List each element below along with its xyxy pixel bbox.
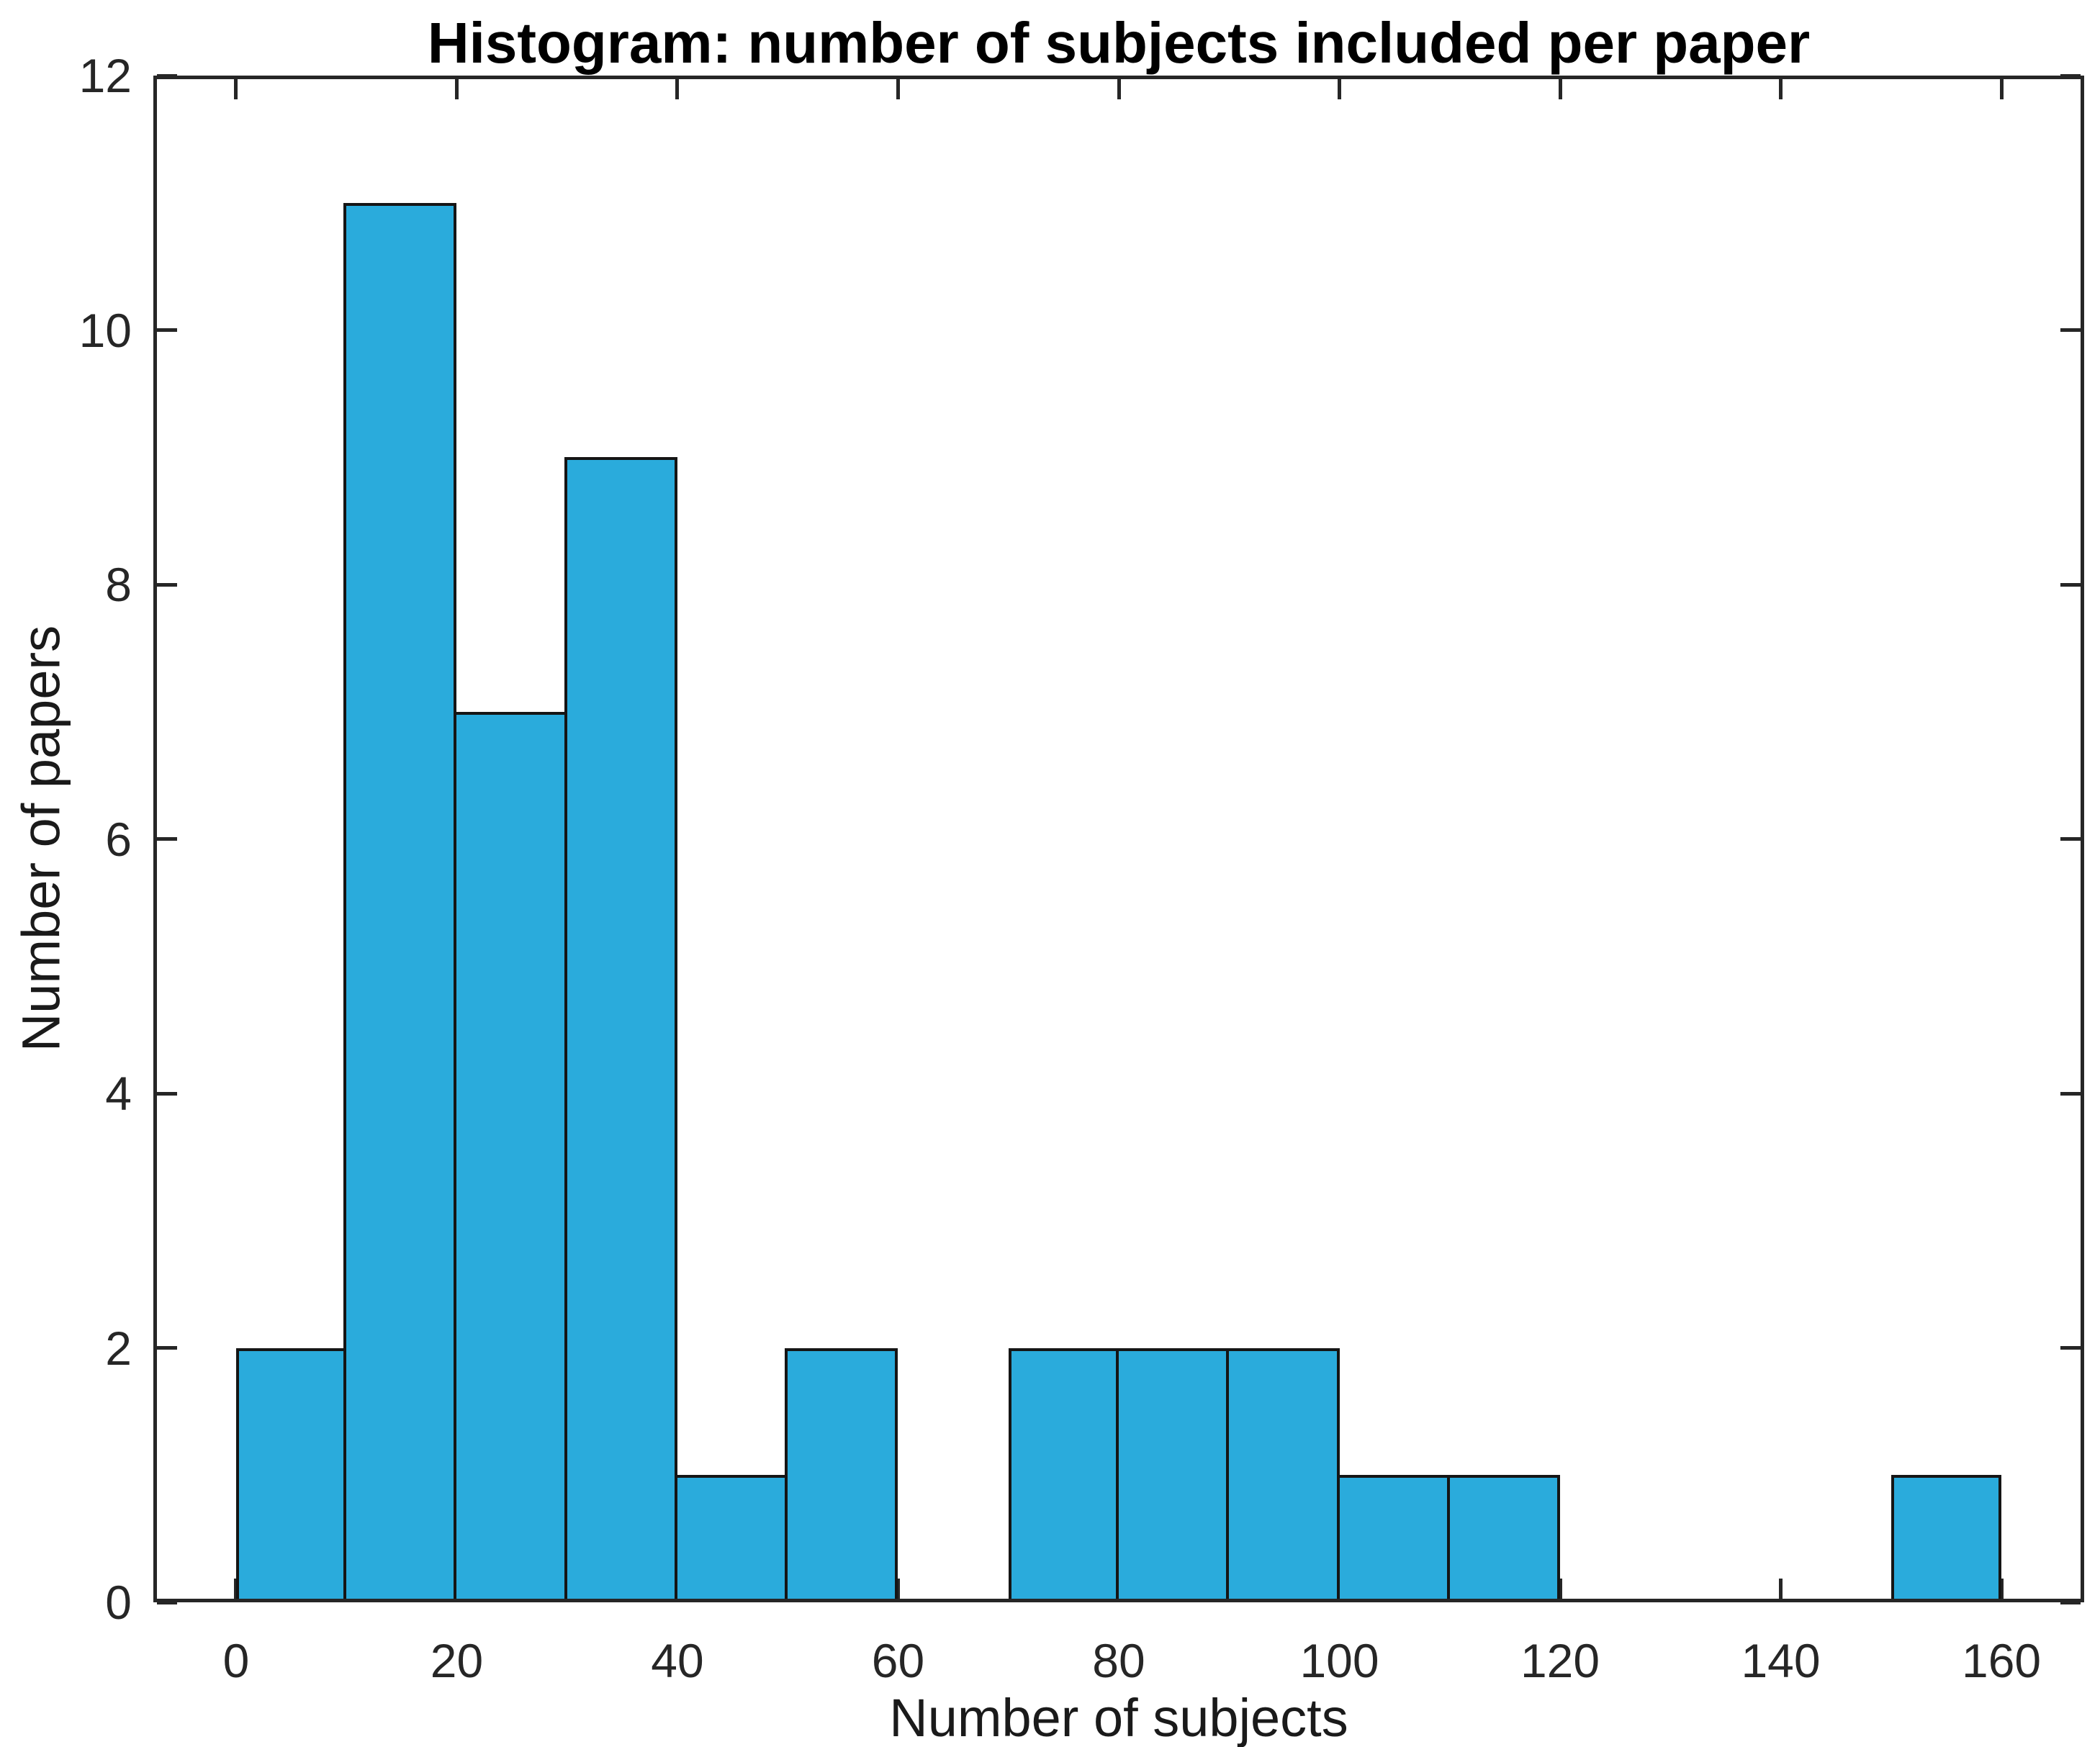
histogram-bar [674,1475,788,1602]
x-tick-label: 140 [1741,1634,1821,1687]
histogram-bar [785,1348,898,1602]
x-tick-label: 0 [222,1634,250,1687]
axis-spine-bottom [153,1599,2084,1602]
axis-spine-right [2081,76,2084,1602]
x-tick-label: 120 [1520,1634,1600,1687]
histogram-bar [1008,1348,1119,1602]
x-tick-mark-top [1779,79,1783,99]
x-tick-mark-top [234,79,238,99]
x-tick-label: 80 [1092,1634,1145,1687]
y-tick-mark-left [157,1346,177,1350]
y-tick-mark-right [2060,837,2081,841]
y-tick-label: 2 [105,1321,132,1375]
histogram-bar [1226,1348,1340,1602]
x-tick-label: 40 [651,1634,704,1687]
y-tick-label: 0 [105,1576,132,1629]
x-tick-mark-top [454,79,459,99]
histogram-bar [235,1348,347,1602]
histogram-bar [564,457,677,1602]
histogram-bar [343,202,457,1602]
x-tick-label: 60 [871,1634,925,1687]
y-tick-label: 12 [78,49,132,102]
histogram-bar [1336,1475,1450,1602]
y-tick-mark-left [157,837,177,841]
x-tick-mark-top [896,79,900,99]
x-tick-mark-bottom [1999,1579,2004,1599]
y-tick-mark-left [157,582,177,587]
histogram-bar [1446,1475,1561,1602]
y-tick-label: 6 [105,812,132,866]
x-tick-mark-top [1117,79,1121,99]
histogram-bar [1891,1475,2002,1602]
x-tick-label: 100 [1299,1634,1379,1687]
y-tick-mark-right [2060,328,2081,332]
x-tick-mark-top [1558,79,1562,99]
x-tick-mark-top [1999,79,2004,99]
x-axis-label: Number of subjects [889,1688,1348,1747]
y-tick-label: 10 [78,303,132,357]
x-tick-label: 20 [430,1634,484,1687]
axis-spine-top [153,76,2084,79]
y-tick-mark-right [2060,1091,2081,1096]
histogram-bar [1116,1348,1230,1602]
y-tick-label: 4 [105,1067,132,1120]
plot-area: 0 20 40 60 80 100 120 140 160 0 2 4 6 8 10 12 [79,52,2084,1684]
y-tick-label: 8 [105,558,132,611]
x-tick-mark-bottom [1779,1579,1783,1599]
chart-title: Histogram: number of subjects included p… [427,11,1811,75]
y-tick-mark-left [157,1600,177,1604]
x-tick-mark-top [1338,79,1341,99]
y-tick-mark-right [2060,1346,2081,1350]
histogram-bar [454,711,567,1602]
y-tick-mark-left [157,1091,177,1096]
x-tick-label: 160 [1961,1634,2042,1687]
x-tick-mark-top [675,79,680,99]
axis-spine-left [153,76,157,1602]
x-tick-mark-bottom [1558,1579,1562,1599]
y-tick-mark-left [157,328,177,332]
y-tick-mark-right [2060,582,2081,587]
y-tick-mark-right [2060,1600,2081,1604]
x-tick-mark-bottom [896,1579,900,1599]
